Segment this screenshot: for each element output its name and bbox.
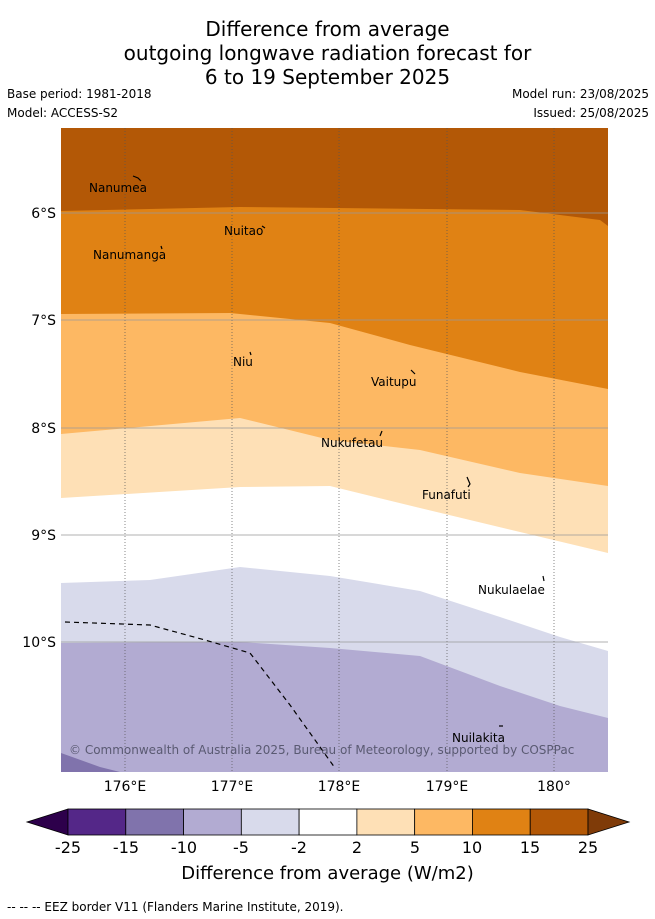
colorbar-title: Difference from average (W/m2) xyxy=(181,863,474,884)
colorbar-extend-high xyxy=(587,808,631,836)
model-name: Model: ACCESS-S2 xyxy=(7,106,119,120)
model-run: Model run: 23/08/2025 xyxy=(511,87,649,101)
lat-tick-label: 10°S xyxy=(22,635,56,651)
lon-tick-label: 176°E xyxy=(104,779,147,795)
issued-date: Issued: 25/08/2025 xyxy=(533,106,649,120)
lon-tick-label: 179°E xyxy=(426,779,469,795)
place-label: Nuitao xyxy=(224,224,263,238)
place-label: Nukulaelae xyxy=(478,583,545,597)
place-label: Vaitupu xyxy=(371,375,417,389)
colorbar-tick-label: 5 xyxy=(409,838,421,857)
colorbar-segment xyxy=(414,808,473,836)
colorbar-segment xyxy=(356,808,416,836)
lat-tick-label: 9°S xyxy=(31,528,56,544)
title-line-2: outgoing longwave radiation forecast for xyxy=(123,41,532,65)
place-label: Niu xyxy=(233,355,253,369)
place-label: Funafuti xyxy=(422,488,471,502)
colorbar-tick-label: 25 xyxy=(577,838,599,857)
colorbar-segment xyxy=(240,808,300,836)
lat-tick-label: 8°S xyxy=(31,421,56,437)
colorbar-segment xyxy=(183,808,242,836)
colorbar-segment xyxy=(125,808,184,836)
colorbar-tick-label: 15 xyxy=(519,838,541,857)
place-label: Nanumea xyxy=(89,181,147,195)
eez-border-legend: -- -- -- EEZ border V11 (Flanders Marine… xyxy=(7,900,344,914)
colorbar-tick-label: -25 xyxy=(54,838,82,857)
lon-tick-label: 177°E xyxy=(211,779,254,795)
lon-tick-label: 178°E xyxy=(318,779,361,795)
eez-border xyxy=(64,621,336,769)
grid-lines xyxy=(61,128,608,772)
colorbar-tick-label: -5 xyxy=(233,838,249,857)
place-label: Nukufetau xyxy=(321,436,383,450)
colorbar-tick-label: 2 xyxy=(351,838,363,857)
colorbar-tick-label: -2 xyxy=(291,838,307,857)
lat-tick-label: 6°S xyxy=(31,206,56,222)
colorbar-tick-label: 10 xyxy=(461,838,483,857)
band-m15 xyxy=(61,753,120,772)
colorbar xyxy=(25,808,631,836)
lon-tick-label: 180° xyxy=(537,779,571,795)
contour-layer xyxy=(61,128,608,772)
map-svg: Nanumea Nuitao Nanumanga Niu Vaitupu Nuk… xyxy=(22,128,608,795)
base-period: Base period: 1981-2018 xyxy=(7,87,152,101)
islands xyxy=(132,175,545,727)
lat-tick-label: 7°S xyxy=(31,313,56,329)
colorbar-segment xyxy=(472,808,531,836)
band-m10 xyxy=(61,642,608,772)
colorbar-tick-label: -15 xyxy=(112,838,140,857)
title-line-3: 6 to 19 September 2025 xyxy=(204,65,451,89)
colorbar-segment xyxy=(298,808,358,836)
title-line-1: Difference from average xyxy=(205,17,450,41)
colorbar-extend-low xyxy=(25,808,69,836)
colorbar-tick-label: -10 xyxy=(170,838,198,857)
place-label: Nanumanga xyxy=(93,248,166,262)
place-label: Nuilakita xyxy=(452,731,505,745)
colorbar-segment xyxy=(529,808,589,836)
colorbar-segment xyxy=(67,808,127,836)
copyright-text: © Commonwealth of Australia 2025, Bureau… xyxy=(69,743,574,757)
